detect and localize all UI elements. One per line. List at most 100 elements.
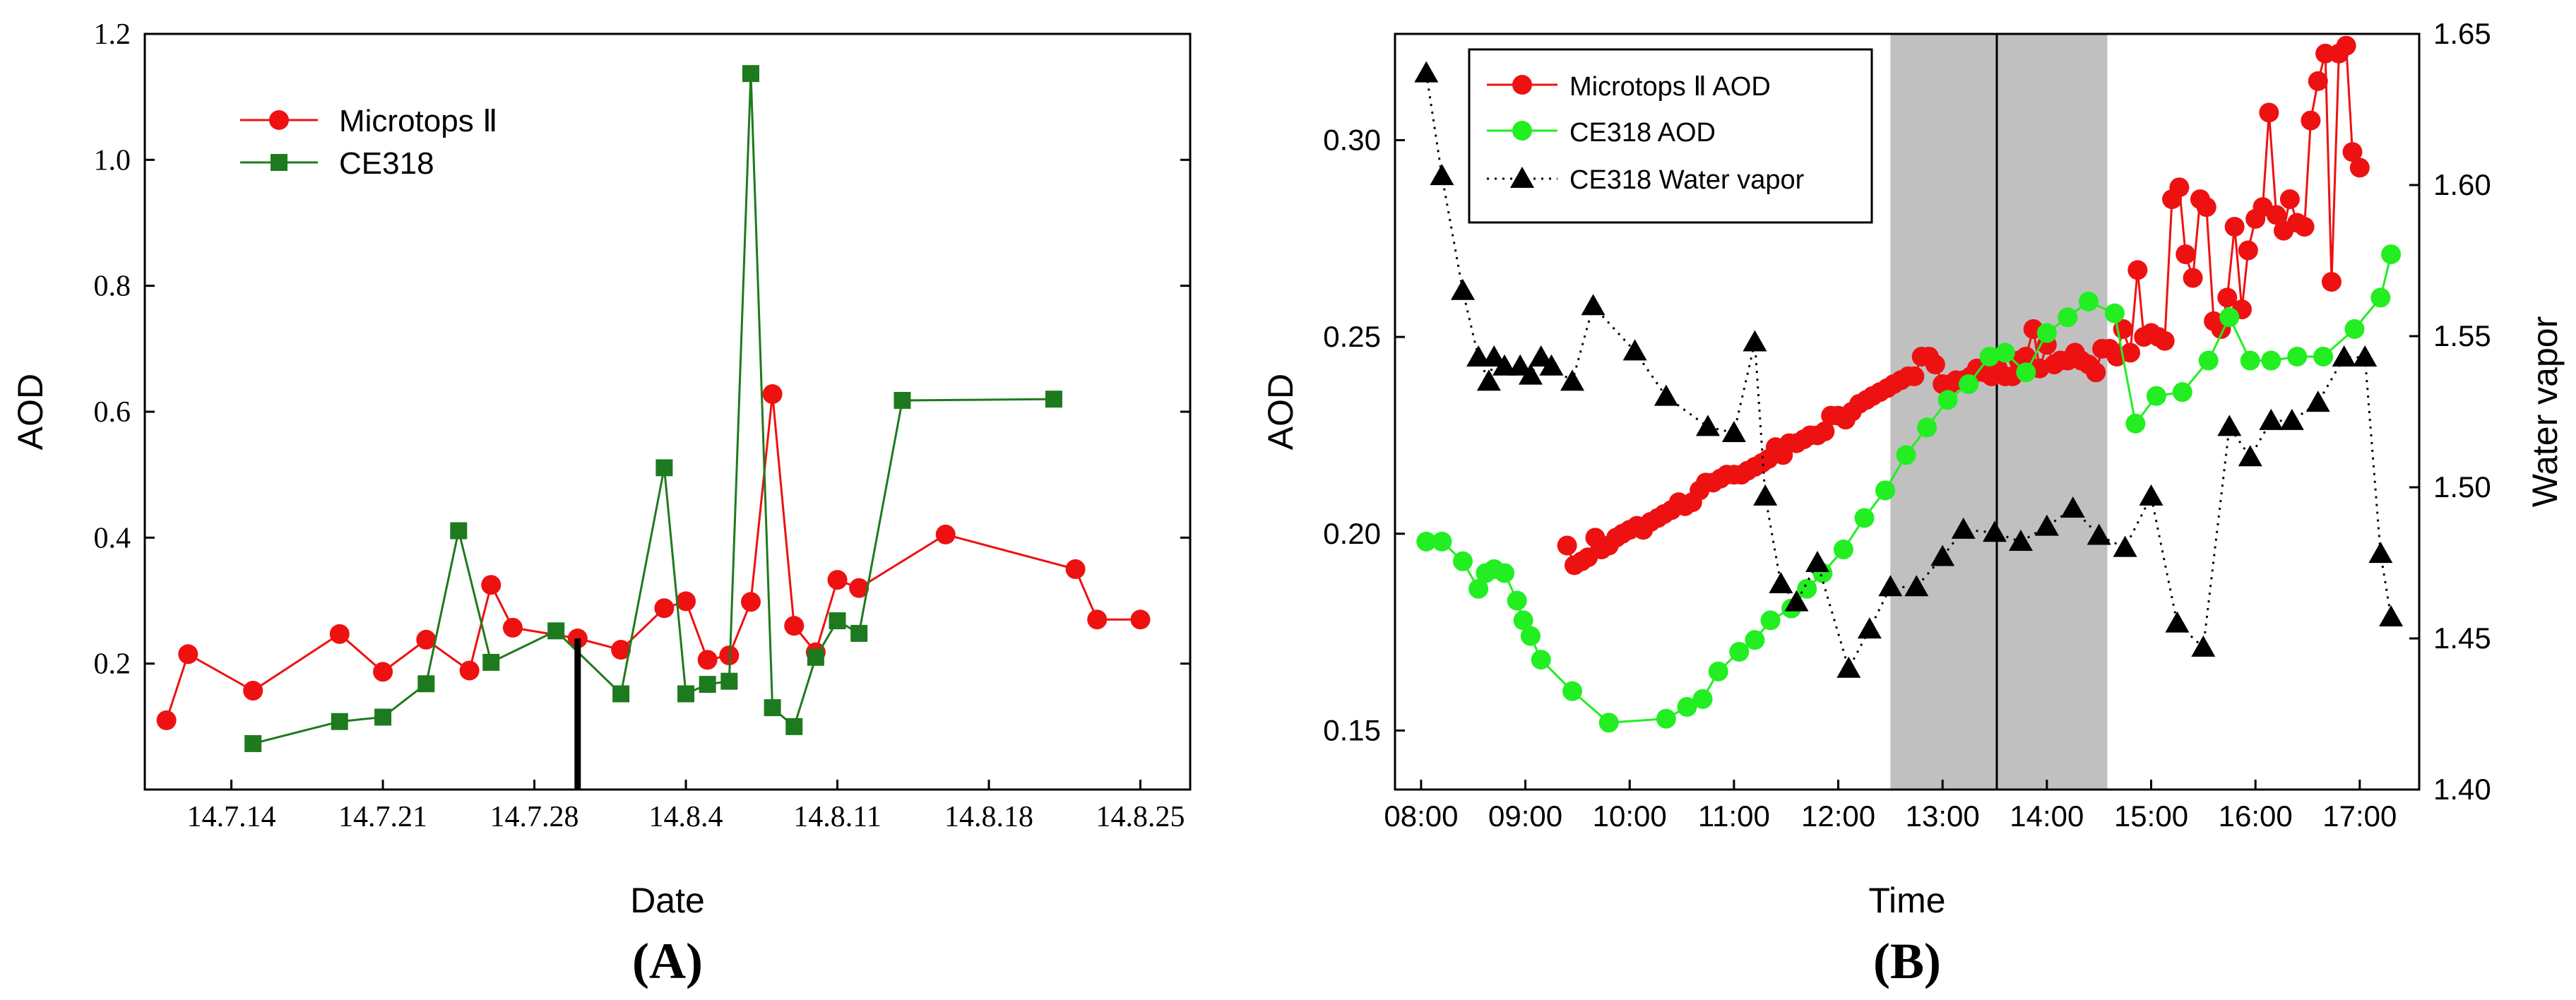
panel-b-water-vapor-point [1836, 656, 1861, 678]
panel-b-microtops-aod-point [2169, 177, 2190, 198]
panel-b-ce318-aod-point [1979, 346, 2000, 367]
panel-b-water-vapor-point [1622, 339, 1647, 361]
panel-a-x-axis-label: Date [630, 881, 705, 920]
legend-b-ce318-aod-label: CE318 AOD [1569, 118, 1716, 148]
panel-a-ce318-point [374, 708, 392, 726]
panel-a-x-tick-label: 14.7.14 [187, 801, 276, 833]
panel-b-ce318-aod-point [1656, 708, 1676, 729]
panel-a-x-tick-label: 14.7.28 [490, 801, 579, 833]
panel-b-microtops-aod-point [2259, 102, 2279, 123]
legend-b-water-vapor-marker [1510, 167, 1534, 188]
panel-b-x-tick-label: 08:00 [1384, 799, 1458, 833]
panel-b-ce318-aod-point [2125, 413, 2146, 434]
panel-b-ce318-aod-point [2344, 319, 2365, 339]
panel-b-water-vapor-point [1539, 354, 1564, 376]
panel-b-ce318-aod-point [2261, 350, 2281, 371]
panel-b-water-vapor-point [2113, 535, 2137, 557]
panel-b-water-vapor-point [1878, 575, 1903, 597]
panel-a-y-axis-label: AOD [11, 374, 50, 450]
panel-b-y2-tick-label: 1.45 [2433, 621, 2491, 655]
panel-a-ce318-point [677, 685, 695, 703]
panel-b-microtops-aod-point [1557, 535, 1577, 556]
panel-a-microtops-point [1065, 559, 1086, 579]
panel-b-ce318-aod-point [2146, 386, 2166, 406]
panel-b-water-vapor-point [1753, 484, 1778, 506]
panel-a-x-tick-label: 14.7.21 [338, 801, 427, 833]
panel-b-water-vapor-point [1743, 330, 1767, 352]
panel-b-ce318-aod-point [2381, 244, 2402, 265]
panel-b-ce318-aod-point [1995, 343, 2015, 363]
panel-b-ce318-aod-point [1531, 650, 1551, 670]
panel-b-ce318-aod-point [2058, 307, 2078, 328]
panel-a-ce318-point [450, 522, 468, 540]
panel-a-ce318-point [764, 699, 781, 717]
legend-a-microtops-label: Microtops Ⅱ [339, 104, 498, 138]
panel-b-y2-tick-label: 1.50 [2433, 470, 2491, 504]
panel-b-water-vapor-point [2353, 345, 2378, 367]
panel-a-ce318-point [850, 624, 868, 642]
panel-b-letter: (B) [1873, 933, 1941, 989]
panel-b-water-vapor-point [1560, 369, 1585, 391]
panel-b-y-tick-label: 0.20 [1323, 517, 1381, 550]
panel-b-water-vapor-point [1492, 354, 1517, 376]
panel-a-ce318-point [244, 734, 262, 752]
panel-b-water-vapor-point [2087, 523, 2111, 545]
panel-b-water-vapor-point [1857, 617, 1882, 639]
panel-b-x-tick-label: 09:00 [1488, 799, 1562, 833]
panel-a-microtops-point [178, 644, 198, 665]
panel-b-ce318-aod-point [1468, 578, 1489, 599]
legend-a-ce318-label: CE318 [339, 146, 434, 181]
panel-b-ce318-aod-point [2036, 323, 2057, 343]
panel-a-microtops-point [740, 592, 761, 612]
panel-a-ce318-point [785, 718, 803, 735]
panel-a-ce318-point [1045, 391, 1062, 408]
panel-b-ce318-aod-point [2078, 291, 2099, 311]
panel-b-microtops-aod-point [2301, 110, 2321, 131]
panel-a-ce318-point [894, 391, 911, 409]
panel-a-microtops-point [935, 524, 956, 544]
panel-b-microtops-aod-point [2308, 71, 2328, 91]
panel-b-microtops-aod-point [2315, 43, 2336, 64]
panel-b-water-vapor-point [2238, 445, 2262, 467]
legend-b-microtops-marker [1512, 75, 1532, 95]
panel-b-water-vapor-point [1951, 517, 1976, 539]
panel-b-water-vapor-point [1930, 544, 1955, 566]
panel-b-water-vapor-point [1450, 278, 1475, 300]
panel-b-y-tick-label: 0.15 [1323, 713, 1381, 746]
panel-a-x-tick-label: 14.8.25 [1096, 801, 1185, 833]
panel-a-microtops-point [481, 575, 501, 595]
panel-b-y2-tick-label: 1.65 [2433, 17, 2491, 50]
panel-b-ce318-aod-point [1432, 531, 1452, 552]
panel-b-microtops-aod-point [2349, 157, 2370, 178]
panel-a-y-tick-label: 0.8 [94, 270, 131, 303]
panel-b-x-tick-label: 16:00 [2219, 799, 2293, 833]
panel-b-microtops-aod-point [2224, 217, 2245, 237]
panel-a-microtops-point [849, 578, 869, 598]
panel-b-plot-frame [1394, 32, 2421, 791]
panel-a-microtops-point [827, 570, 848, 590]
panel-a-microtops-point [329, 624, 350, 644]
panel-a-legend: Microtops Ⅱ CE318 [240, 104, 498, 181]
panel-b-ce318-aod-point [1917, 417, 1937, 438]
legend-b-water-vapor-label: CE318 Water vapor [1569, 165, 1805, 195]
panel-b-ce318-aod-point [1854, 508, 1875, 528]
panel-b-water-vapor-point [2305, 391, 2330, 412]
panel-b-water-vapor-point [1476, 369, 1501, 391]
panel-b-water-vapor-point [1466, 345, 1491, 367]
panel-b-ce318-aod-point [1495, 563, 1515, 583]
panel-b-ce318-aod-point [2287, 346, 2308, 367]
panel-b-series [1414, 35, 2404, 733]
panel-a-microtops-point [416, 629, 437, 650]
panel-b-microtops-aod-point [2321, 272, 2341, 292]
panel-a-microtops-point [611, 640, 631, 660]
panel-b-ce318-aod-point [2219, 307, 2240, 328]
panel-a-letter: (A) [632, 933, 703, 989]
panel-b-y-axis-label: AOD [1261, 374, 1300, 450]
panel-b-ce318-aod-point [2016, 362, 2036, 383]
panel-b-ce318-aod-point [1760, 610, 1781, 631]
panel-a: 0.2 0.4 0.6 0.8 1.0 1.2 14.7.14 14.7.21 14.7.28 1… [11, 18, 1192, 989]
panel-b-water-vapor-point [1904, 575, 1929, 597]
panel-b-ce318-aod-point [1745, 630, 1765, 650]
panel-b-ce318-aod-point [2313, 346, 2334, 367]
